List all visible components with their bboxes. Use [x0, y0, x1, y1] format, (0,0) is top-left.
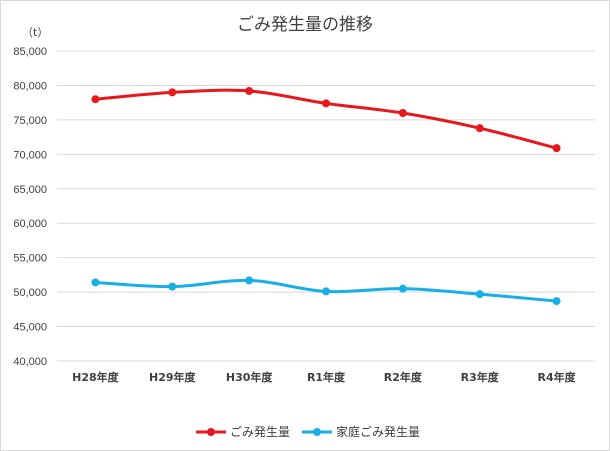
x-tick-label: R4年度: [538, 370, 577, 384]
series-1-point: [91, 95, 100, 104]
y-tick-label: 60,000: [13, 218, 47, 230]
series-2-point: [168, 282, 177, 291]
x-tick-label: R2年度: [384, 370, 423, 384]
series-2-point: [475, 290, 484, 299]
y-tick-label: 85,000: [13, 46, 47, 58]
y-tick-label: 80,000: [13, 80, 47, 92]
series-1-point: [398, 109, 407, 117]
y-tick-label: 70,000: [13, 149, 47, 161]
x-tick-label: R3年度: [461, 370, 500, 384]
series-1-point: [168, 88, 177, 97]
series-2-point: [91, 278, 100, 287]
series-2-point: [245, 276, 254, 285]
y-axis-unit-label: （t）: [22, 26, 49, 39]
series-1-point: [475, 124, 484, 133]
y-tick-label: 75,000: [13, 115, 47, 127]
series-1-point: [552, 144, 561, 153]
y-tick-label: 40,000: [13, 356, 47, 368]
series-2-point: [552, 297, 561, 306]
y-tick-label: 55,000: [13, 253, 47, 265]
legend-label-2: 家庭ごみ発生量: [336, 424, 420, 439]
series-1-point: [322, 99, 330, 108]
x-tick-label: H28年度: [72, 370, 120, 384]
x-tick-label: H29年度: [149, 370, 197, 384]
y-tick-label: 45,000: [13, 322, 47, 334]
series-1-point: [245, 86, 254, 95]
legend-marker-1: [207, 428, 215, 436]
chart-title: ごみ発生量の推移: [237, 15, 373, 35]
y-tick-label: 65,000: [13, 184, 47, 196]
x-tick-label: H30年度: [226, 370, 274, 384]
x-tick-label: R1年度: [307, 370, 346, 384]
series-2-point: [398, 284, 407, 293]
legend-label-1: ごみ発生量: [230, 424, 290, 439]
y-tick-label: 50,000: [13, 287, 47, 299]
legend-marker-2: [313, 428, 321, 436]
series-2-point: [322, 287, 330, 296]
series-line-1: [95, 88, 557, 150]
